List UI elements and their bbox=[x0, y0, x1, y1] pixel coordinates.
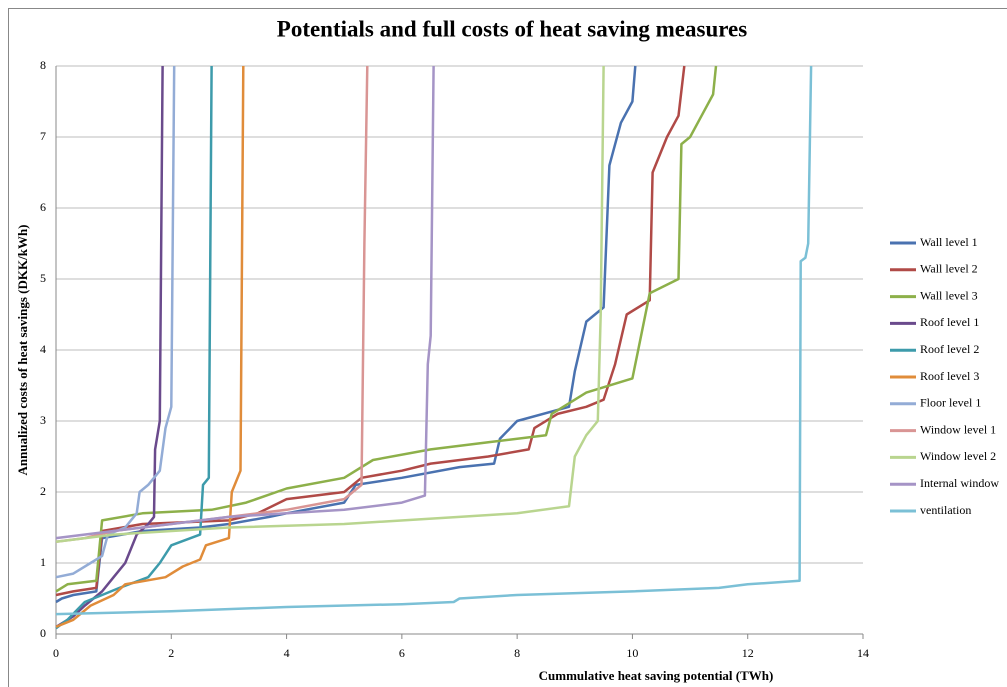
legend-label: Roof level 1 bbox=[920, 315, 979, 329]
legend-label: Floor level 1 bbox=[920, 396, 981, 410]
y-tick-label: 6 bbox=[40, 200, 46, 214]
line-series bbox=[55, 65, 369, 543]
chart-title: Potentials and full costs of heat saving… bbox=[277, 16, 747, 41]
y-tick-label: 0 bbox=[40, 626, 46, 640]
line-series bbox=[55, 65, 605, 543]
line-series bbox=[55, 65, 686, 597]
x-tick-label: 0 bbox=[53, 646, 59, 660]
legend-label: Wall level 1 bbox=[920, 235, 978, 249]
y-tick-label: 8 bbox=[40, 58, 46, 72]
line-series bbox=[55, 65, 213, 630]
y-tick-label: 3 bbox=[40, 413, 46, 427]
line-series bbox=[55, 65, 164, 628]
legend-label: Wall level 3 bbox=[920, 288, 978, 302]
legend-label: Window level 2 bbox=[920, 449, 996, 463]
legend-label: Window level 1 bbox=[920, 422, 996, 436]
x-tick-label: 4 bbox=[284, 646, 290, 660]
x-tick-label: 14 bbox=[857, 646, 869, 660]
x-tick-label: 10 bbox=[626, 646, 638, 660]
y-tick-label: 4 bbox=[40, 342, 46, 356]
legend-label: Internal window bbox=[920, 476, 999, 490]
legend-label: Roof level 2 bbox=[920, 342, 979, 356]
x-tick-label: 8 bbox=[514, 646, 520, 660]
y-tick-label: 7 bbox=[40, 129, 46, 143]
y-tick-label: 1 bbox=[40, 555, 46, 569]
chart-frame bbox=[8, 8, 1007, 687]
x-axis-label: Cummulative heat saving potential (TWh) bbox=[539, 668, 774, 683]
legend-label: Wall level 2 bbox=[920, 262, 978, 276]
legend-label: Roof level 3 bbox=[920, 369, 979, 383]
line-series bbox=[55, 65, 435, 540]
y-tick-label: 2 bbox=[40, 484, 46, 498]
x-tick-label: 2 bbox=[168, 646, 174, 660]
x-tick-label: 6 bbox=[399, 646, 405, 660]
line-series bbox=[55, 65, 718, 593]
y-tick-label: 5 bbox=[40, 271, 46, 285]
y-axis-label: Annualized costs of heat savings (DKK/kW… bbox=[15, 225, 30, 476]
legend-label: ventilation bbox=[920, 503, 971, 517]
line-series bbox=[55, 65, 813, 616]
line-series bbox=[55, 65, 245, 629]
line-series bbox=[55, 65, 176, 579]
x-tick-label: 12 bbox=[742, 646, 754, 660]
